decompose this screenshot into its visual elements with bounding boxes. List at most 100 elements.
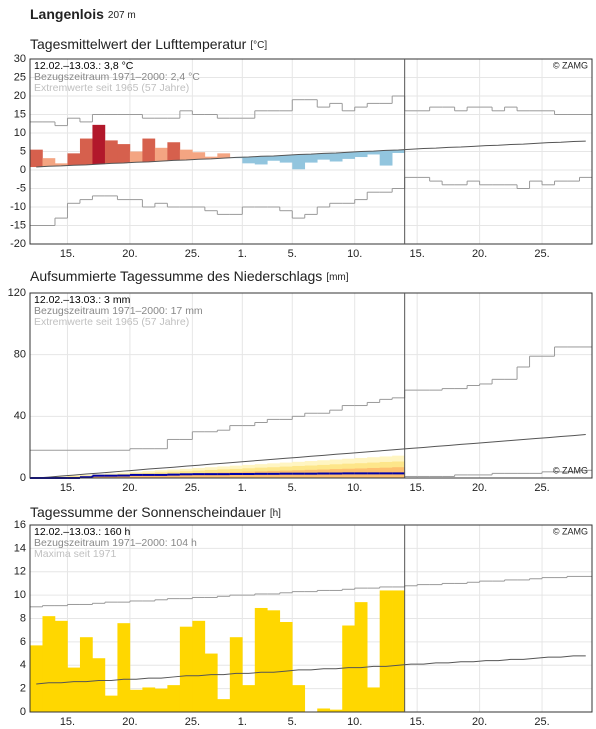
y-tick-label: 6	[20, 636, 26, 648]
y-tick-label: 20	[14, 90, 26, 102]
percentile-band	[192, 473, 206, 478]
y-tick-label: 8	[20, 612, 26, 624]
bar	[30, 645, 43, 712]
percentile-band	[217, 472, 231, 478]
percentile-band	[167, 473, 181, 478]
anomaly-bar	[54, 163, 68, 166]
x-tick-label: 1.	[238, 482, 247, 494]
bar	[104, 695, 118, 712]
x-tick-label: 15.	[60, 482, 75, 494]
y-tick-label: 0	[20, 472, 26, 484]
chart-unit: [°C]	[250, 40, 267, 51]
anomaly-bar	[142, 138, 156, 162]
chart-title: Tagesmittelwert der Lufttemperatur [°C]	[30, 36, 267, 52]
anomaly-bar	[254, 156, 268, 165]
reference-line	[36, 434, 586, 479]
anomaly-bar	[67, 153, 81, 166]
credit: © ZAMG	[553, 526, 588, 536]
note: Bezugszeitraum 1971–2000: 2,4 °C	[34, 71, 200, 83]
x-tick-label: 20.	[472, 482, 487, 494]
anomaly-bar	[104, 140, 118, 164]
bar	[167, 685, 181, 712]
chart-unit: [h]	[270, 508, 281, 519]
x-tick-label: 10.	[347, 716, 362, 728]
y-tick-label: 5	[20, 145, 26, 157]
x-tick-label: 25.	[534, 716, 549, 728]
anomaly-bar	[79, 138, 93, 165]
x-tick-label: 5.	[288, 482, 297, 494]
bar	[129, 689, 143, 712]
bar	[354, 602, 368, 712]
bar	[342, 625, 356, 712]
anomaly-bar	[92, 124, 106, 165]
chart-title-text: Tagesmittelwert der Lufttemperatur	[30, 36, 247, 52]
bar	[367, 687, 380, 712]
bar	[92, 658, 106, 712]
y-tick-label: 12	[14, 566, 26, 578]
chart-unit: [mm]	[326, 272, 348, 283]
bar	[204, 653, 218, 712]
credit: © ZAMG	[553, 60, 588, 70]
x-tick-label: 25.	[185, 482, 200, 494]
anomaly-bar	[154, 147, 168, 162]
x-tick-label: 10.	[347, 482, 362, 494]
percentile-band	[117, 475, 131, 478]
anomaly-bar	[129, 151, 143, 163]
y-tick-label: 4	[20, 659, 26, 671]
y-tick-label: -15	[10, 219, 26, 231]
percentile-band	[129, 475, 143, 478]
x-tick-label: 25.	[534, 248, 549, 260]
anomaly-bar	[242, 157, 256, 164]
x-tick-label: 15.	[410, 716, 425, 728]
y-tick-label: 15	[14, 108, 26, 120]
x-tick-label: 25.	[185, 248, 200, 260]
anomaly-bar	[392, 150, 405, 153]
percentile-band	[204, 472, 218, 478]
x-tick-label: 5.	[288, 716, 297, 728]
anomaly-bar	[204, 156, 218, 159]
y-tick-label: -10	[10, 201, 26, 213]
x-tick-label: 20.	[122, 248, 137, 260]
note: 12.02.–13.03.: 160 h	[34, 526, 130, 538]
anomaly-bar	[367, 151, 380, 155]
x-tick-label: 20.	[122, 482, 137, 494]
x-tick-label: 1.	[238, 716, 247, 728]
bar	[379, 590, 393, 712]
x-tick-label: 25.	[534, 482, 549, 494]
bar	[179, 626, 193, 712]
chart-title: Tagessumme der Sonnenscheindauer [h]	[30, 504, 281, 520]
bar	[329, 709, 343, 712]
bar	[154, 688, 168, 712]
y-tick-label: 30	[14, 53, 26, 65]
x-tick-label: 1.	[238, 248, 247, 260]
y-tick-label: 14	[14, 542, 26, 554]
anomaly-bar	[342, 152, 356, 159]
anomaly-bar	[379, 150, 393, 166]
x-tick-label: 15.	[60, 248, 75, 260]
percentile-band	[92, 476, 106, 478]
x-tick-label: 20.	[472, 716, 487, 728]
bar	[242, 685, 256, 712]
y-tick-label: 16	[14, 519, 26, 531]
bar	[317, 708, 331, 712]
bar	[279, 622, 293, 712]
bar	[292, 685, 306, 712]
anomaly-bar	[167, 142, 181, 161]
anomaly-bar	[317, 153, 331, 160]
note: Bezugszeitraum 1971–2000: 104 h	[34, 537, 197, 549]
percentile-band	[179, 473, 193, 478]
x-tick-label: 15.	[410, 482, 425, 494]
bar	[229, 637, 243, 712]
percentile-band	[229, 472, 243, 478]
chart-title: Aufsummierte Tagessumme des Niederschlag…	[30, 268, 349, 284]
y-tick-label: 80	[14, 349, 26, 361]
anomaly-bar	[192, 152, 206, 160]
x-tick-label: 15.	[60, 716, 75, 728]
x-tick-label: 20.	[472, 248, 487, 260]
bar	[192, 620, 206, 712]
bar	[67, 667, 81, 712]
percentile-band	[104, 475, 118, 478]
x-tick-label: 10.	[347, 248, 362, 260]
anomaly-bar	[292, 154, 306, 170]
